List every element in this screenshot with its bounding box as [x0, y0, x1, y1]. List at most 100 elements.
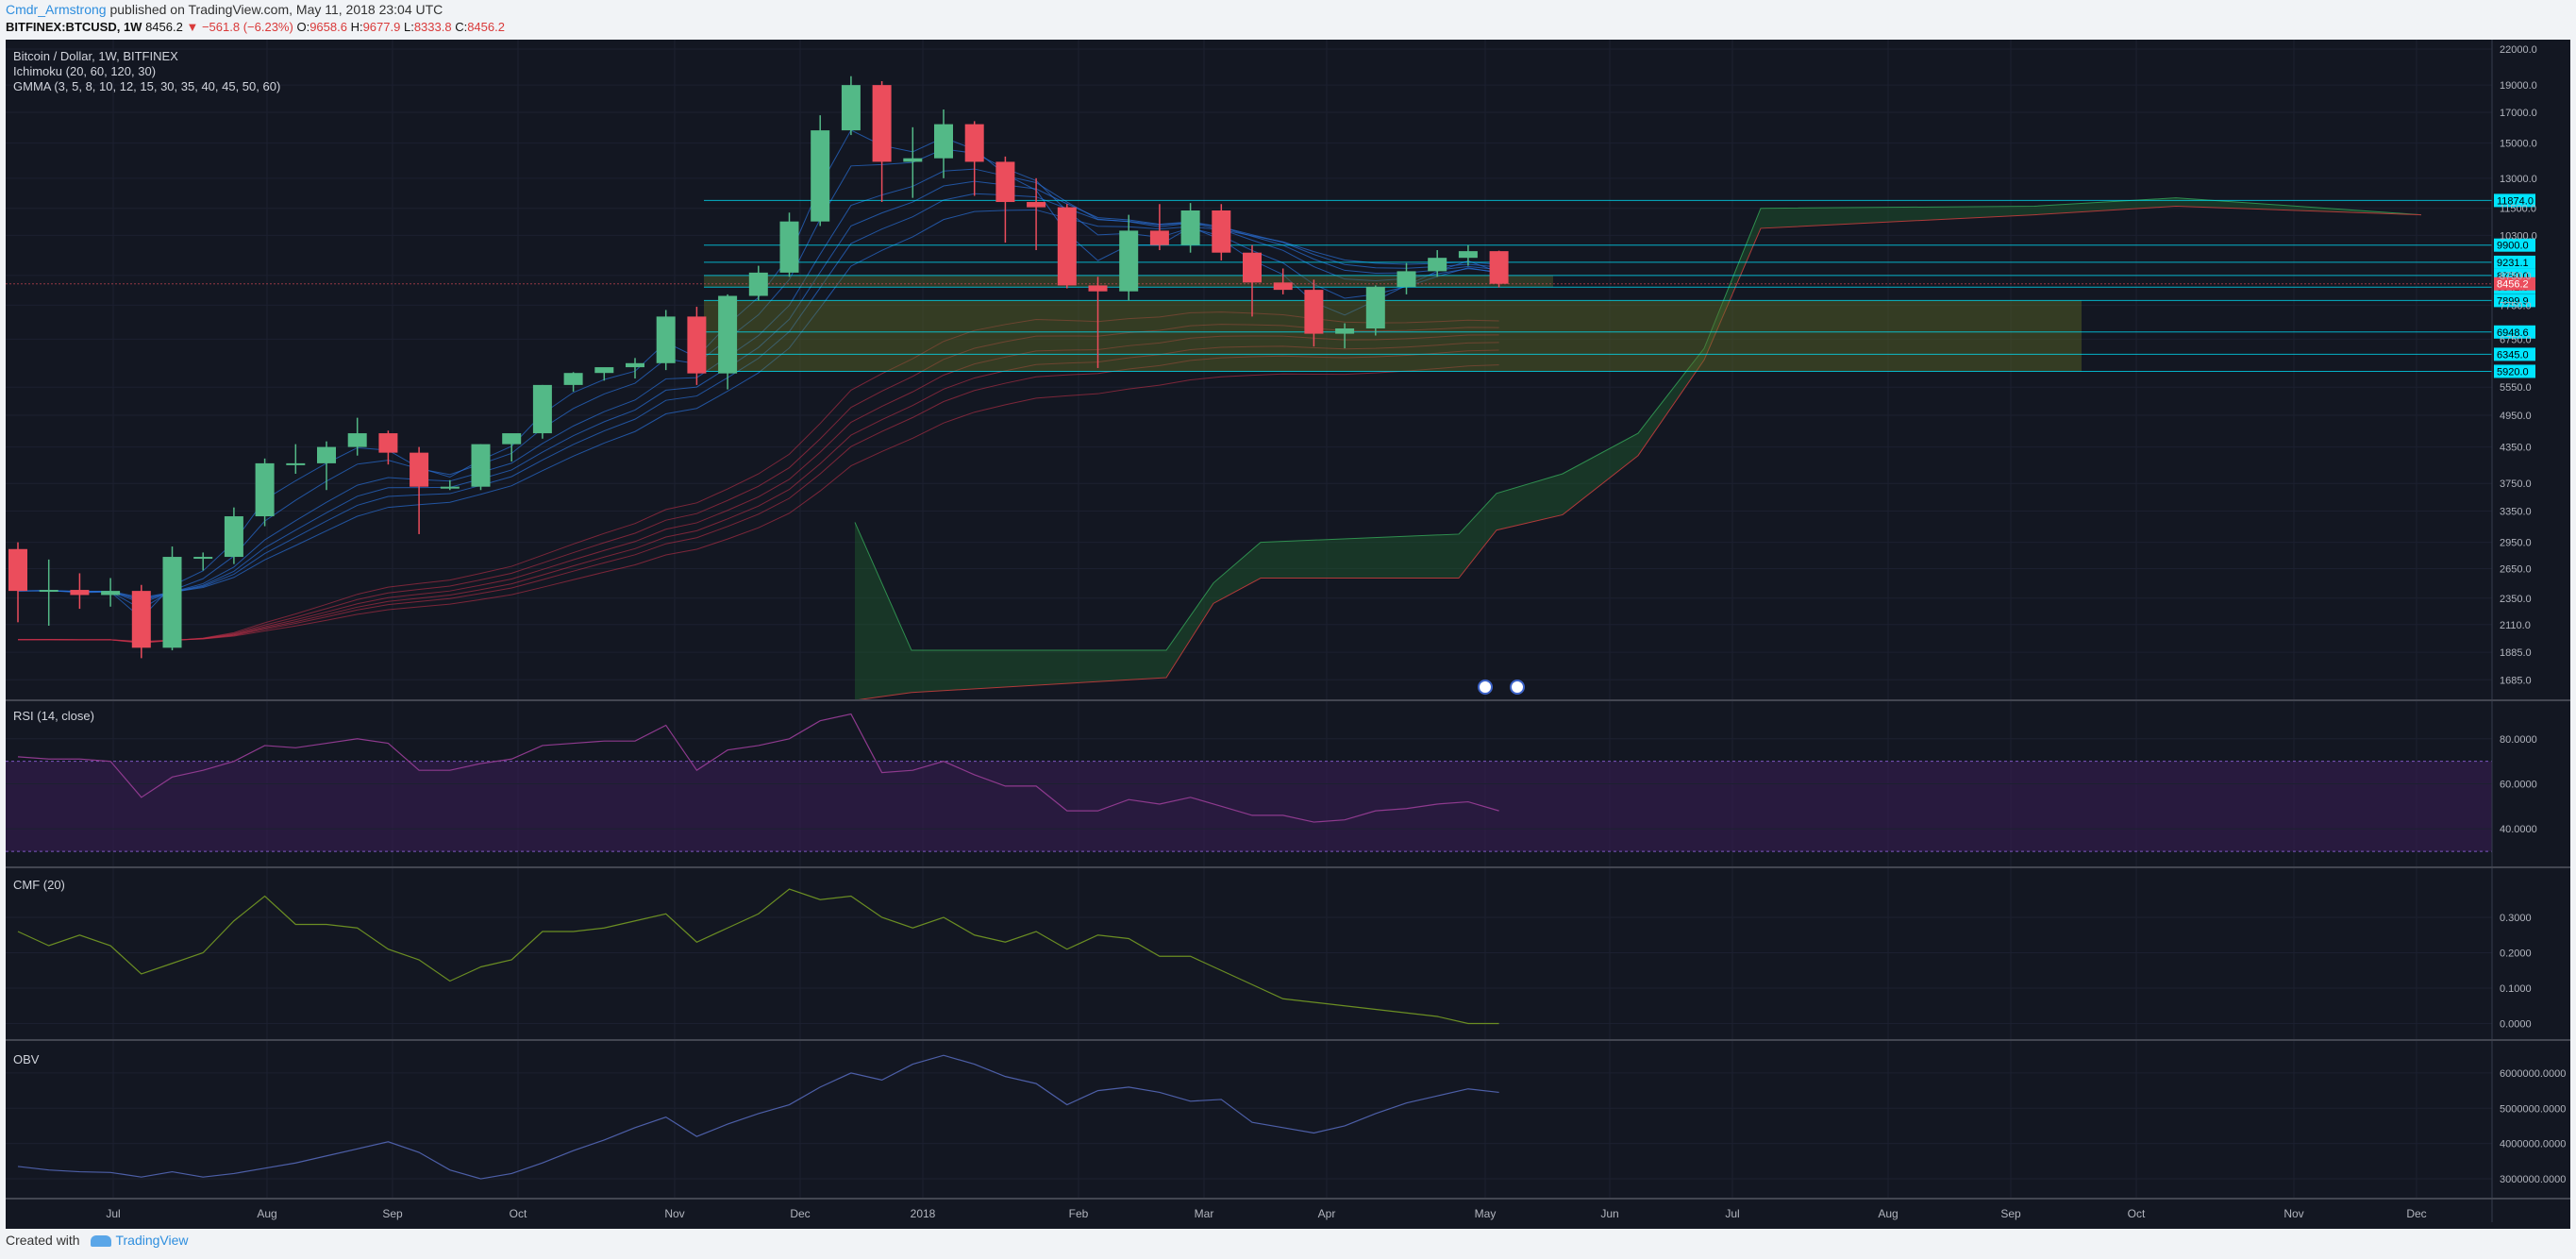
cmf-pane: 0.3000 0.2000 0.1000 0.0000: [6, 888, 2532, 1031]
candle-body: [1489, 251, 1509, 284]
zone-lower: [704, 300, 2082, 372]
candle-body: [934, 124, 953, 159]
rsi-line: [17, 713, 1499, 823]
tradingview-link[interactable]: TradingView: [115, 1233, 189, 1248]
candle-body: [131, 591, 151, 648]
price-tick-label: 17000.0: [2500, 108, 2537, 119]
candle: [162, 546, 182, 651]
level-tag: [2494, 364, 2535, 378]
candle: [718, 294, 738, 390]
time-tick-label: May: [1475, 1207, 1497, 1220]
candle: [656, 310, 676, 371]
candle-body: [903, 158, 923, 162]
candle: [1335, 323, 1355, 349]
candle: [8, 542, 27, 623]
candle-body: [748, 272, 768, 296]
candle: [502, 433, 522, 462]
cloud-lower-line: [854, 205, 2422, 701]
obv-pane: 6000000.0000 5000000.0000 4000000.0000 3000…: [6, 1054, 2566, 1185]
time-tick-label: 2018: [911, 1207, 936, 1220]
time-tick-label: Oct: [510, 1207, 527, 1220]
obv-line: [17, 1054, 1499, 1180]
candle: [39, 559, 59, 627]
time-tick-label: Oct: [2128, 1207, 2146, 1220]
rsi-tick-label: 40.0000: [2500, 824, 2537, 835]
time-tick-label: Jun: [1600, 1207, 1618, 1220]
candle-body: [1243, 252, 1262, 283]
candle: [1243, 244, 1262, 317]
rsi-band: [6, 761, 2492, 852]
time-tick-label: Aug: [1878, 1207, 1898, 1220]
created-with: Created with: [6, 1233, 80, 1248]
candle: [1119, 214, 1139, 301]
candle: [779, 212, 799, 277]
level-tag: [2494, 255, 2535, 269]
candle: [1057, 204, 1077, 289]
candle-body: [502, 433, 522, 445]
candle-body: [779, 221, 799, 273]
candle: [687, 307, 707, 385]
price-tick-label: 15000.0: [2500, 139, 2537, 150]
price-tick-label: 19000.0: [2500, 80, 2537, 92]
level-tag: [2494, 238, 2535, 252]
rsi-tick-label: 60.0000: [2500, 780, 2537, 791]
candle-body: [1027, 202, 1046, 208]
candle: [1088, 277, 1108, 368]
ichimoku-label: Ichimoku (20, 60, 120, 30): [13, 64, 156, 78]
close-label: C:: [455, 20, 468, 34]
candle: [1180, 203, 1200, 253]
candle: [255, 458, 275, 527]
level-label: 7899.9: [2497, 295, 2529, 307]
cmf-tick-label: 0.0000: [2500, 1019, 2532, 1031]
candle: [563, 372, 583, 392]
event-markers[interactable]: [1478, 680, 1525, 695]
candle-body: [162, 557, 182, 648]
gmma-short-line: [17, 168, 1499, 604]
low-label: L:: [403, 20, 414, 34]
candle: [347, 417, 367, 456]
pane-titles: Bitcoin / Dollar, 1W, BITFINEX Ichimoku …: [13, 49, 280, 1066]
symbol-line: BITFINEX:BTCUSD, 1W 8456.2 ▼ −561.8 (−6.…: [6, 20, 505, 34]
cmf-line: [17, 888, 1499, 1025]
candle: [1212, 204, 1231, 260]
candle-body: [718, 295, 738, 374]
candle: [1428, 250, 1447, 277]
level-tag: [2494, 294, 2535, 308]
candle-body: [255, 462, 275, 517]
candle: [224, 507, 243, 564]
gmma-long-line: [17, 349, 1499, 643]
candle-body: [1458, 251, 1478, 259]
level-label: 6345.0: [2497, 349, 2529, 361]
candles: [8, 76, 1509, 659]
cloud-area: [855, 197, 2421, 700]
price-tick-label: 3350.0: [2500, 507, 2532, 518]
candle-body: [286, 462, 306, 465]
time-tick-label: Nov: [664, 1207, 684, 1220]
candle: [1489, 250, 1509, 288]
obv-tick-label: 4000000.0000: [2500, 1139, 2566, 1150]
gmma-long-line: [17, 364, 1499, 643]
ichimoku-cloud: [854, 197, 2422, 701]
candle: [841, 76, 861, 136]
candle: [101, 578, 121, 607]
price-chart[interactable]: 11874.09900.09231.18750.08342.07899.9694…: [6, 40, 2570, 1229]
rsi-pane: 80.0000 60.0000 40.0000: [6, 713, 2537, 852]
time-tick-label: Jul: [106, 1207, 120, 1220]
level-label: 9231.1: [2497, 258, 2529, 269]
candle: [286, 444, 306, 474]
price-tick-label: 2350.0: [2500, 594, 2532, 605]
flag-icon[interactable]: [1510, 680, 1525, 695]
flag-icon[interactable]: [1478, 680, 1493, 695]
open-value: 9658.6: [309, 20, 347, 34]
candle-body: [471, 444, 491, 487]
level-tag: [2494, 347, 2535, 361]
candle: [1027, 177, 1046, 251]
low-value: 8333.8: [413, 20, 452, 34]
time-tick-label: Dec: [790, 1207, 810, 1220]
candle: [317, 441, 336, 491]
author-link[interactable]: Cmdr_Armstrong: [6, 2, 107, 17]
candle: [193, 552, 213, 571]
price-tick-label: 11500.0: [2500, 204, 2536, 215]
price-tick-label: 4350.0: [2500, 443, 2532, 454]
candle: [811, 115, 830, 227]
